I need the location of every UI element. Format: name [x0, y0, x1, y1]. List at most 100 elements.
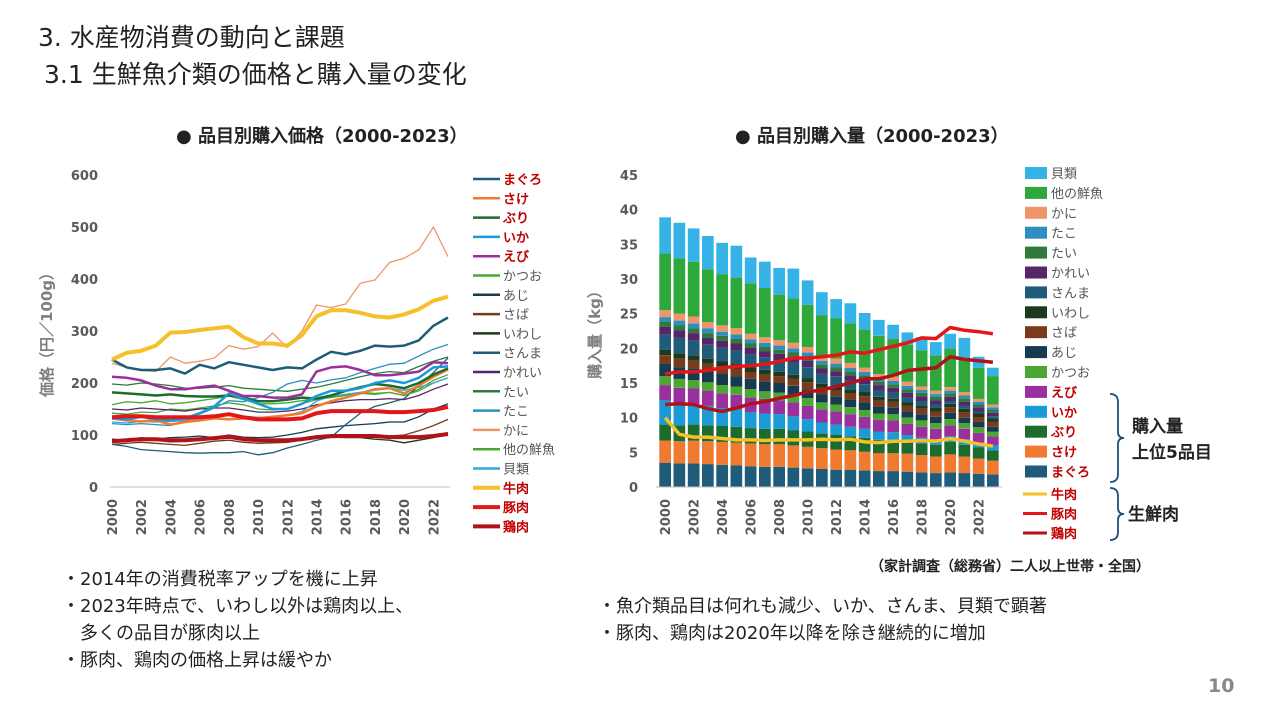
price-note: ・2023年時点で、いわし以外は鶏肉以上、	[62, 596, 414, 617]
bar-segment-いか	[873, 431, 885, 440]
x-tick-label: 2006	[745, 499, 760, 535]
bar-segment-さけ	[730, 442, 743, 466]
bar-segment-さけ	[958, 456, 971, 474]
legend-label: いか	[503, 231, 529, 246]
bar-segment-さんま	[659, 334, 671, 350]
bar-segment-さば	[887, 401, 899, 408]
bar-segment-かれい	[659, 326, 671, 335]
bar-segment-えび	[887, 420, 899, 433]
bar-segment-えび	[930, 428, 942, 440]
bar-segment-かつお	[673, 378, 686, 388]
legend-label: さば	[503, 308, 529, 323]
bar-segment-さんま	[816, 374, 828, 384]
bar-segment-かに	[987, 404, 999, 408]
bar-segment-かれい	[687, 333, 700, 341]
data-source-note: （家計調査（総務省）二人以上世帯・全国）	[870, 559, 1150, 575]
legend-label: ぶり	[1050, 426, 1077, 441]
bar-segment-まぐろ	[930, 473, 942, 487]
bar-segment-かつお	[887, 414, 899, 421]
group-label: 購入量	[1132, 416, 1183, 437]
series-line-かに	[111, 226, 449, 373]
group-bracket	[1109, 487, 1125, 541]
y-tick-label: 100	[71, 429, 98, 444]
bar-segment-さば	[759, 374, 771, 382]
bar-segment-いわし	[873, 396, 885, 401]
x-tick-label: 2014	[859, 499, 874, 535]
bar-segment-貝類	[944, 333, 956, 350]
bar-segment-たこ	[844, 367, 857, 372]
legend-label: 牛肉	[503, 481, 529, 497]
bar-segment-まぐろ	[687, 463, 700, 487]
bar-segment-いか	[716, 408, 728, 426]
bar-segment-かれい	[887, 387, 899, 393]
bar-segment-たい	[687, 328, 700, 334]
bar-segment-さけ	[915, 455, 928, 473]
legend-label: ぶり	[502, 212, 529, 227]
legend-label: かつお	[503, 270, 542, 285]
legend-label: いわし	[503, 327, 542, 342]
bar-segment-あじ	[787, 385, 800, 395]
bar-segment-さけ	[873, 453, 885, 471]
bar-segment-さけ	[801, 446, 814, 469]
bar-segment-さんま	[730, 350, 743, 364]
bar-segment-ぶり	[858, 437, 871, 452]
bar-segment-たい	[659, 322, 671, 327]
bar-segment-いか	[773, 414, 785, 429]
bar-segment-えび	[844, 414, 857, 427]
bar-segment-かに	[773, 340, 785, 346]
bar-segment-まぐろ	[987, 474, 999, 487]
bar-segment-ぶり	[987, 450, 999, 461]
bar-segment-えび	[816, 409, 828, 423]
legend-swatch	[1025, 405, 1047, 418]
legend-swatch	[1025, 425, 1047, 438]
series-line-まぐろ	[111, 316, 449, 375]
bar-segment-かつお	[830, 404, 842, 412]
bar-segment-かれい	[958, 401, 971, 406]
bar-segment-えび	[972, 432, 985, 443]
bar-segment-さんま	[787, 362, 800, 375]
bar-segment-たこ	[730, 334, 743, 339]
bar-segment-さば	[730, 368, 743, 376]
bar-segment-かつお	[687, 380, 700, 389]
bar-segment-たい	[730, 338, 743, 344]
legend-swatch	[1025, 206, 1047, 219]
bar-segment-かに	[930, 390, 942, 395]
y-tick-label: 30	[620, 273, 638, 288]
x-tick-label: 2022	[427, 499, 442, 535]
bar-segment-他の鮮魚	[944, 349, 956, 388]
bar-segment-えび	[759, 398, 771, 414]
bar-segment-たこ	[816, 360, 828, 365]
y-tick-label: 0	[89, 481, 98, 496]
bar-segment-貝類	[915, 337, 928, 351]
slide-subtitle: 3.1 生鮮魚介類の価格と購入量の変化	[44, 60, 467, 89]
y-tick-label: 500	[71, 221, 98, 236]
group-bracket	[1109, 393, 1125, 483]
legend-swatch	[1025, 246, 1047, 259]
legend-label: 牛肉	[1051, 487, 1077, 503]
bar-segment-かれい	[987, 412, 999, 417]
bar-segment-えび	[730, 394, 743, 410]
bar-segment-いわし	[759, 369, 771, 375]
bar-segment-かれい	[673, 330, 686, 338]
bar-segment-他の鮮魚	[787, 298, 800, 343]
bar-segment-かれい	[844, 375, 857, 381]
bar-segment-かに	[944, 387, 956, 391]
bar-segment-かに	[858, 367, 871, 372]
bar-segment-たこ	[716, 331, 728, 336]
bar-segment-貝類	[702, 236, 714, 270]
volume-stacked-bar-chart: 0 5 10 15 20 25 30 35 40 45 2000 2002 2004 2006 2008 20…	[586, 167, 1212, 542]
bar-segment-貝類	[673, 222, 686, 259]
bar-segment-他の鮮魚	[816, 315, 828, 356]
bar-segment-いわし	[858, 392, 871, 397]
bar-segment-貝類	[987, 367, 999, 376]
bar-segment-かつお	[744, 389, 757, 398]
bar-segment-かつお	[873, 413, 885, 420]
bar-segment-ぶり	[659, 424, 671, 441]
price-note: ・豚肉、鶏肉の価格上昇は緩やか	[62, 650, 332, 671]
x-tick-label: 2012	[281, 499, 296, 535]
bar-segment-さば	[716, 366, 728, 374]
legend-label: 他の鮮魚	[503, 443, 555, 458]
bar-segment-さば	[744, 371, 757, 379]
bar-segment-かに	[801, 346, 814, 353]
bar-segment-まぐろ	[915, 472, 928, 487]
